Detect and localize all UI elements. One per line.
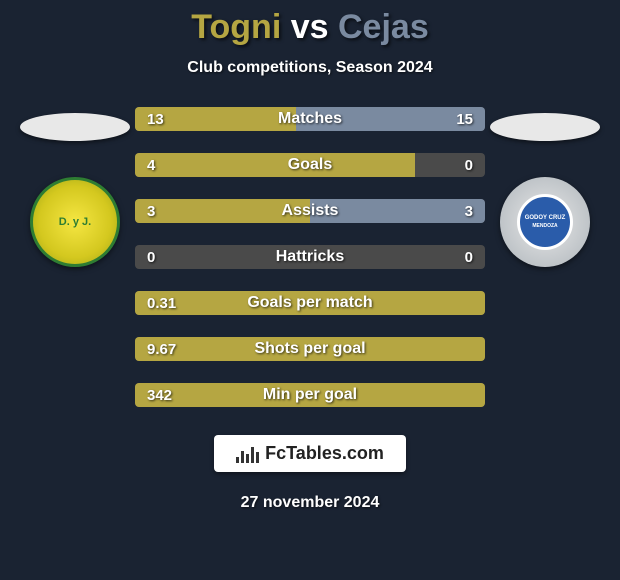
club-logo-right-line2: MENDOZA [532,223,557,229]
club-logo-right-line1: GODOY CRUZ [525,215,566,222]
player1-name: Togni [191,8,281,46]
vs-separator: vs [291,8,329,46]
player2-photo-placeholder [490,113,600,141]
stat-label: Assists [135,202,485,220]
stat-row: 00Hattricks [135,245,485,269]
stat-bars: 1315Matches 40Goals 33Assists 00Hattricks 0.… [135,107,485,407]
stat-row: 9.67Shots per goal [135,337,485,361]
root: Togni vs Cejas Club competitions, Season… [0,0,620,580]
stat-label: Goals [135,156,485,174]
brand-text: FcTables.com [265,443,384,464]
stat-label: Matches [135,110,485,128]
stat-label: Shots per goal [135,340,485,358]
stat-label: Goals per match [135,294,485,312]
stat-label: Min per goal [135,386,485,404]
stat-row: 40Goals [135,153,485,177]
player1-photo-placeholder [20,113,130,141]
brand-badge[interactable]: FcTables.com [214,435,406,472]
date-text: 27 november 2024 [241,494,380,512]
chart-icon [236,445,259,463]
stat-row: 1315Matches [135,107,485,131]
club-logo-right: GODOY CRUZ MENDOZA [500,177,590,267]
stat-row: 33Assists [135,199,485,223]
stat-row: 342Min per goal [135,383,485,407]
club-logo-right-badge: GODOY CRUZ MENDOZA [517,194,573,250]
subtitle: Club competitions, Season 2024 [187,59,432,77]
stat-label: Hattricks [135,248,485,266]
stat-row: 0.31Goals per match [135,291,485,315]
left-column: D. y J. [15,107,135,267]
stats-area: D. y J. 1315Matches 40Goals 33Assists 00Hat… [0,107,620,407]
page-title: Togni vs Cejas [191,8,428,47]
club-logo-left: D. y J. [30,177,120,267]
player2-name: Cejas [338,8,429,46]
club-logo-left-text: D. y J. [59,217,91,228]
right-column: GODOY CRUZ MENDOZA [485,107,605,267]
